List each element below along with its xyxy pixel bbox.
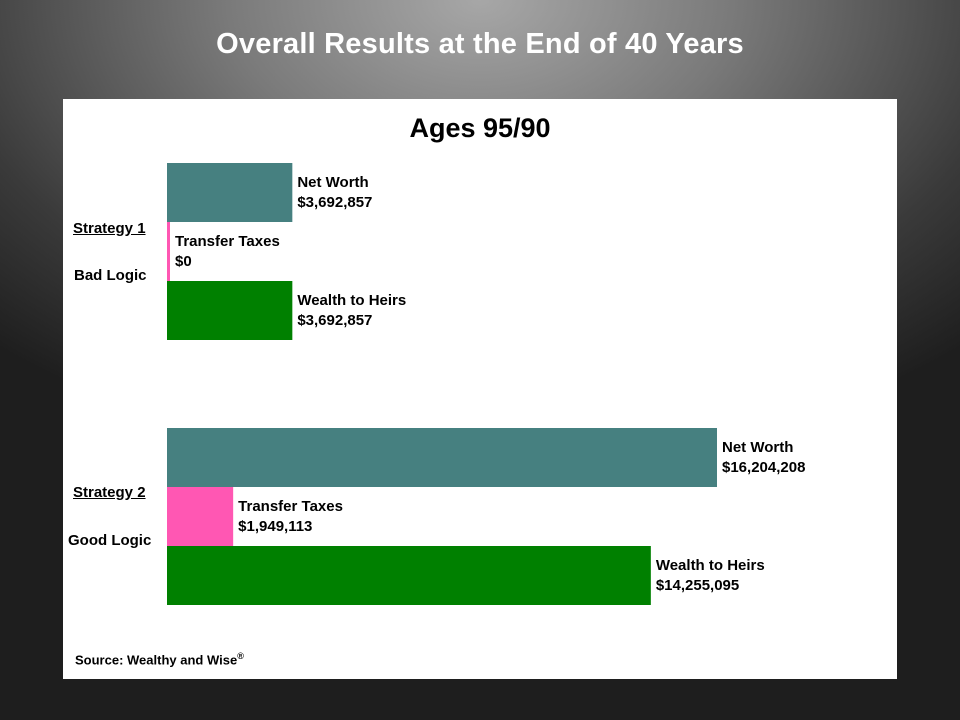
group-sublabel-good-logic: Good Logic <box>68 532 152 549</box>
bar-strategy-2-net-worth <box>167 428 717 487</box>
chart-title: Ages 95/90 <box>409 113 551 143</box>
chart-panel: Ages 95/90 Strategy 1 Bad Logic Strategy… <box>63 99 897 679</box>
bar-label-strategy-2-net-worth: Net Worth $16,204,208 <box>722 438 805 478</box>
bar-label-strategy-2-wealth-to-heirs: Wealth to Heirs $14,255,095 <box>656 556 765 596</box>
bar-label-value: $16,204,208 <box>722 459 806 476</box>
bar-label-value: $3,692,857 <box>297 194 373 211</box>
bar-strategy-2-wealth-to-heirs <box>167 546 651 605</box>
bar-chart <box>167 163 717 605</box>
bar-label-value: $14,255,095 <box>655 577 740 594</box>
bar-label-strategy-1-wealth-to-heirs: Wealth to Heirs $3,692,857 <box>297 291 406 331</box>
bar-label-name: Wealth to Heirs <box>297 292 407 309</box>
source-text: Source: Wealthy and Wise <box>75 652 238 668</box>
bar-strategy-1-transfer-taxes <box>167 222 170 281</box>
bar-label-value: $3,692,857 <box>297 312 373 329</box>
bar-label-value: $1,949,113 <box>238 518 313 535</box>
bar-strategy-2-transfer-taxes <box>167 487 234 546</box>
registered-mark: ® <box>237 651 244 661</box>
bar-label-strategy-1-net-worth: Net Worth $3,692,857 <box>297 173 372 213</box>
bar-label-strategy-2-transfer-taxes: Transfer Taxes $1,949,113 <box>238 497 343 537</box>
bar-label-value: $0 <box>175 253 192 270</box>
bar-label-strategy-1-transfer-taxes: Transfer Taxes $0 <box>175 232 280 272</box>
bar-strategy-1-net-worth <box>167 163 293 222</box>
bar-label-name: Transfer Taxes <box>238 498 343 515</box>
bar-label-name: Wealth to Heirs <box>655 557 765 574</box>
bar-label-name: Net Worth <box>297 174 369 191</box>
bar-label-name: Net Worth <box>722 439 794 456</box>
bar-strategy-1-wealth-to-heirs <box>167 281 293 340</box>
bar-label-name: Transfer Taxes <box>175 233 280 250</box>
slide-title: Overall Results at the End of 40 Years <box>216 28 744 60</box>
group-sublabel-bad-logic: Bad Logic <box>74 267 147 284</box>
group-label-strategy-1: Strategy 1 <box>73 220 146 237</box>
source-note: Source: Wealthy and Wise® <box>75 651 244 667</box>
group-label-strategy-2: Strategy 2 <box>73 484 146 501</box>
